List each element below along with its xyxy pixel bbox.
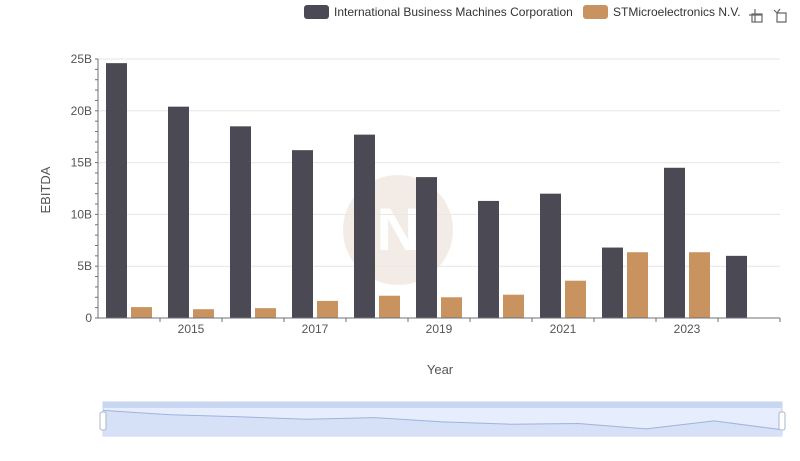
bar-stm-2021[interactable] (565, 280, 586, 318)
x-tick-label: 2023 (674, 322, 701, 336)
x-tick-label: 2021 (550, 322, 577, 336)
y-tick-label: 15B (71, 156, 92, 170)
x-axis-title: Year (427, 362, 454, 377)
bar-stm-2017[interactable] (317, 300, 338, 318)
bar-stm-2018[interactable] (379, 295, 400, 318)
bar-stm-2019[interactable] (441, 297, 462, 318)
zoom-slider-top-bar[interactable] (103, 402, 782, 408)
y-tick-label: 20B (71, 104, 92, 118)
legend: International Business Machines Corporat… (304, 5, 741, 19)
bar-stm-2023[interactable] (689, 252, 710, 318)
bar-ibm-2019[interactable] (416, 177, 437, 318)
bar-stm-2015[interactable] (193, 309, 214, 318)
bar-ibm-2024[interactable] (726, 255, 747, 318)
bar-ibm-2017[interactable] (292, 150, 313, 318)
zoom-handle-right[interactable] (778, 411, 786, 431)
bar-ibm-2023[interactable] (664, 167, 685, 318)
series-ibm-bars (106, 63, 747, 319)
zoom-in-icon[interactable] (749, 9, 763, 23)
y-axis-title: EBITDA (38, 166, 53, 213)
svg-text:N: N (376, 196, 419, 263)
legend-item-stm[interactable]: STMicroelectronics N.V. (583, 5, 741, 19)
bar-stm-2022[interactable] (627, 252, 648, 318)
y-axis: 0 5B 10B 15B 20B 25B (71, 52, 99, 325)
restore-icon[interactable] (773, 8, 787, 23)
series-stm-bars (131, 252, 710, 318)
bar-ibm-2018[interactable] (354, 134, 375, 318)
bar-ibm-2014[interactable] (106, 63, 127, 319)
bar-ibm-2021[interactable] (540, 193, 561, 318)
legend-swatch-ibm (304, 5, 329, 19)
x-tick-label: 2019 (426, 322, 453, 336)
x-tick-label: 2015 (178, 322, 205, 336)
x-axis: 2015 2017 2019 2021 2023 (98, 317, 781, 336)
zoom-preview-line (102, 409, 783, 431)
y-tick-label: 0 (85, 311, 92, 325)
data-zoom-slider[interactable] (99, 401, 786, 437)
bar-ibm-2016[interactable] (230, 126, 251, 318)
legend-label-stm: STMicroelectronics N.V. (613, 5, 741, 19)
y-tick-label: 25B (71, 52, 92, 66)
legend-label-ibm: International Business Machines Corporat… (334, 5, 573, 19)
legend-item-ibm[interactable]: International Business Machines Corporat… (304, 5, 573, 19)
bar-ibm-2022[interactable] (602, 247, 623, 318)
x-tick-label: 2017 (302, 322, 329, 336)
zoom-preview-area (103, 410, 782, 436)
bar-stm-2020[interactable] (503, 294, 524, 318)
bar-ibm-2015[interactable] (168, 106, 189, 318)
bar-stm-2016[interactable] (255, 308, 276, 318)
zoom-handle-left[interactable] (99, 411, 107, 431)
y-tick-label: 10B (71, 207, 92, 221)
legend-swatch-stm (583, 5, 608, 19)
bar-ibm-2020[interactable] (478, 200, 499, 318)
y-tick-label: 5B (77, 259, 92, 273)
bar-stm-2014[interactable] (131, 307, 152, 318)
